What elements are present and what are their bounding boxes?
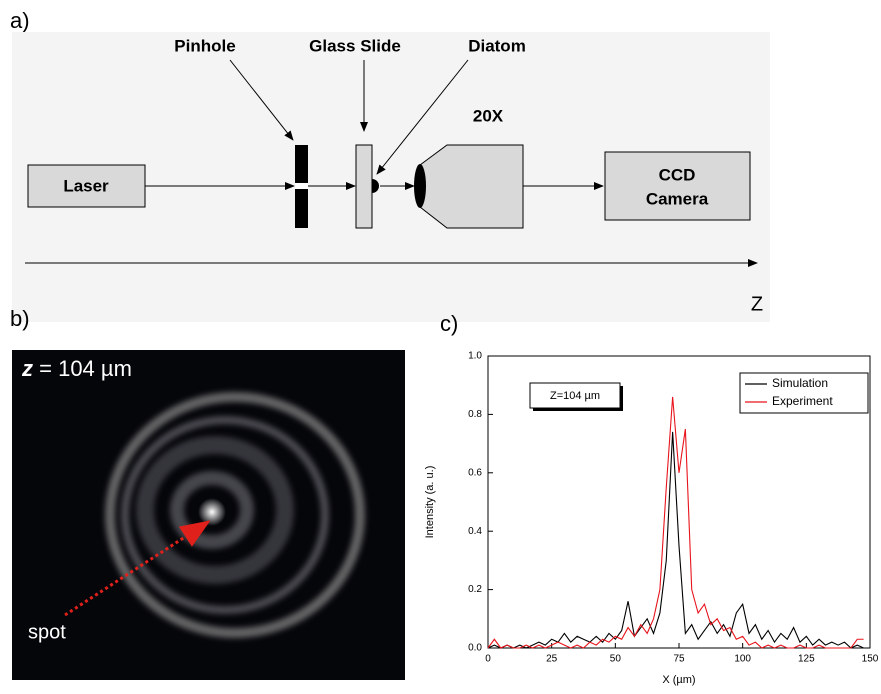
laser-label: Laser bbox=[63, 176, 109, 195]
chart: c) 0.0 0.2 0.4 0.6 0.8 1.0 0 25 50 75 100 125 150 X (µ… bbox=[424, 311, 879, 686]
spot-label: spot bbox=[28, 621, 66, 643]
x-tick-label: 50 bbox=[610, 654, 622, 665]
y-tick-label: 0.4 bbox=[468, 526, 482, 537]
x-tick-label: 0 bbox=[485, 654, 491, 665]
y-tick-label: 1.0 bbox=[468, 351, 482, 362]
camera-label: CCD bbox=[659, 165, 696, 184]
legend-box bbox=[739, 372, 869, 414]
z-value: = 104 µm bbox=[39, 356, 132, 381]
legend-label: Experiment bbox=[772, 394, 833, 408]
y-tick-label: 0.2 bbox=[468, 584, 482, 595]
diatom-label: Diatom bbox=[468, 36, 526, 55]
glass-slide-label: Glass Slide bbox=[309, 36, 401, 55]
objective-label: 20X bbox=[473, 106, 504, 125]
objective bbox=[419, 144, 524, 229]
pointer bbox=[376, 59, 469, 175]
lens bbox=[414, 164, 426, 208]
camera-label: Camera bbox=[646, 189, 709, 208]
y-tick-label: 0.0 bbox=[468, 643, 482, 654]
annotation-box bbox=[529, 382, 621, 409]
z-label: z = 104 µm bbox=[21, 356, 132, 381]
spot-arrow bbox=[64, 520, 211, 617]
z-axis-label: Z bbox=[751, 293, 763, 315]
x-tick-label: 25 bbox=[546, 654, 558, 665]
x-tick-label: 75 bbox=[673, 654, 685, 665]
diatom bbox=[372, 179, 379, 193]
bright-spot bbox=[198, 498, 226, 526]
x-tick-label: 100 bbox=[734, 654, 751, 665]
x-axis-label: X (µm) bbox=[662, 674, 695, 686]
pinhole-gap bbox=[295, 183, 308, 189]
series-line bbox=[487, 396, 864, 649]
legend-label: Simulation bbox=[772, 376, 828, 390]
annotation: Z=104 µm bbox=[550, 390, 600, 402]
rings bbox=[105, 392, 365, 638]
glass-slide bbox=[355, 144, 373, 229]
laser-box bbox=[27, 164, 146, 208]
x-tick-label: 150 bbox=[862, 654, 879, 665]
pointer bbox=[229, 59, 294, 141]
panel-label: b) bbox=[10, 306, 30, 331]
pinhole-label: Pinhole bbox=[174, 36, 235, 55]
y-tick-label: 0.6 bbox=[468, 467, 482, 478]
y-axis-label: Intensity (a. u.) bbox=[424, 466, 436, 539]
panel-label: c) bbox=[440, 311, 458, 336]
z-symbol: z bbox=[21, 356, 33, 381]
x-tick-label: 125 bbox=[798, 654, 815, 665]
series-line bbox=[487, 431, 864, 649]
y-tick-label: 0.8 bbox=[468, 409, 482, 420]
panel-label: a) bbox=[10, 8, 30, 33]
camera-box bbox=[604, 151, 751, 221]
